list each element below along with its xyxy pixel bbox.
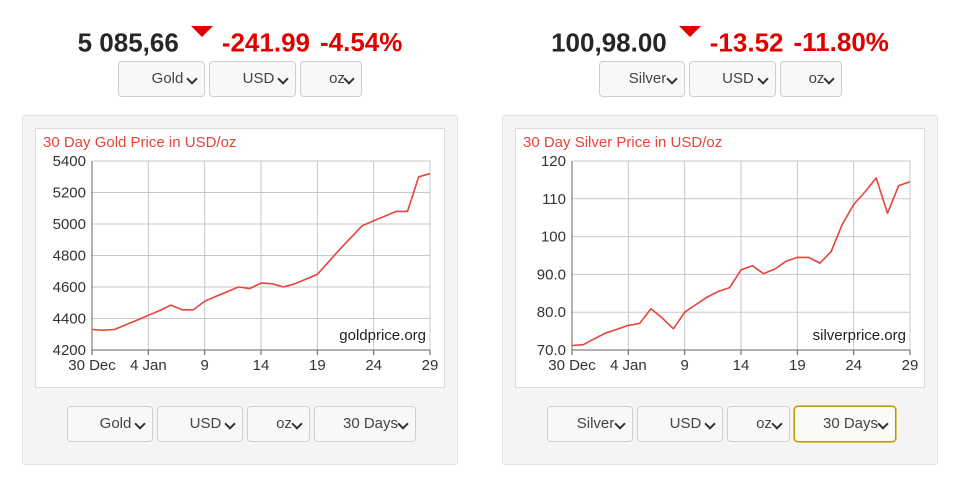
gold-chart: 5400 5200 5000 4800 4600 4400 4200 30 Dec 4 Jan 9… [35,128,445,388]
gold-price-row: 5 085,66 -241.99 -4.54% [22,26,458,60]
select-value: Gold [151,70,184,87]
select-value: USD [722,70,754,87]
x-tick-label: 30 Dec [68,357,116,374]
gold-chart-title: 30 Day Gold Price in USD/oz [43,134,237,151]
select-value: Silver [576,415,615,432]
chart-watermark: silverprice.org [813,327,906,344]
y-tick-label: 110 [542,191,566,208]
gold-unit-select[interactable]: oz [300,61,362,97]
x-tick-label: 9 [680,357,688,374]
chevron-down-icon [665,73,678,85]
silver-chart-plot: 120 110 100 90.0 80.0 70.030 Dec 4 Jan 9 14 19 24 2… [537,153,919,374]
silver-change: -13.52 [709,27,784,58]
chevron-down-icon [703,418,716,430]
gold-price: 5 085,66 [77,27,179,58]
y-tick-label: 100 [541,229,566,246]
x-tick-label: 29 [422,357,439,374]
silver-chart-unit-select[interactable]: oz [726,406,790,442]
price-series-line [91,172,431,331]
y-tick-label: 4800 [53,248,86,265]
silver-chart-metal-select[interactable]: Silver [546,406,633,442]
gold-top-selectors: Gold USD oz [22,61,458,97]
y-tick-label: 80.0 [537,304,566,321]
select-value: oz [329,70,345,87]
select-value: Silver [628,70,667,87]
chart-watermark: goldprice.org [339,327,426,344]
chevron-down-icon [343,73,355,85]
silver-unit-select[interactable]: oz [779,61,842,97]
select-value: oz [276,415,292,432]
x-tick-label: 29 [902,357,919,374]
silver-chart-panel: 120 110 100 90.0 80.0 70.0 30 Dec 4 Jan 9 14 19 24 2… [502,115,938,465]
select-value: USD [242,70,275,87]
y-tick-label: 5000 [53,216,86,233]
silver-chart-title: 30 Day Silver Price in USD/oz [523,134,723,151]
silver-top-selectors: Silver USD oz [502,61,938,97]
x-tick-label: 24 [845,357,862,374]
chevron-down-icon [770,418,783,430]
gold-chart-range-select[interactable]: 30 Days [313,406,416,442]
x-tick-label: 24 [365,357,382,374]
y-tick-label: 90.0 [537,266,566,283]
silver-price: 100,98.00 [551,27,667,58]
gold-chart-metal-select[interactable]: Gold [66,406,153,442]
select-value: USD [669,415,702,432]
gold-change: -241.99 [221,27,310,58]
x-tick-label: 4 Jan [610,357,647,374]
y-tick-label: 5400 [53,153,86,170]
chevron-down-icon [186,73,198,85]
y-tick-label: 4200 [53,342,86,359]
y-tick-label: 120 [541,153,566,170]
x-tick-label: 9 [200,357,208,374]
chevron-down-icon [277,73,289,85]
gold-bottom-selectors: Gold USD oz 30 Days [23,406,459,442]
select-value: 30 Days [342,415,399,432]
gold-chart-panel: 5400 5200 5000 4800 4600 4400 4200 30 Dec 4 Jan 9… [22,115,458,465]
chevron-down-icon [613,418,626,430]
gold-currency-select[interactable]: USD [209,61,296,97]
silver-chart-range-select[interactable]: 30 Days [793,406,896,442]
y-tick-label: 4400 [53,311,86,328]
silver-bottom-selectors: Silver USD oz 30 Days [503,406,939,442]
chevron-down-icon [223,418,236,430]
x-tick-label: 14 [733,357,750,374]
x-tick-label: 14 [253,357,270,374]
select-value: oz [756,415,772,432]
chevron-down-icon [876,418,889,430]
down-arrow-icon [190,26,213,37]
gold-change-percent: -4.54% [320,27,403,58]
y-tick-label: 70.0 [537,342,566,359]
chevron-down-icon [396,418,409,430]
price-series-line [571,177,911,347]
chevron-down-icon [133,418,146,430]
silver-price-row: 100,98.00 -13.52 -11.80% [502,26,938,60]
silver-metal-select[interactable]: Silver [598,61,685,97]
silver-currency-select[interactable]: USD [688,61,776,97]
gold-chart-unit-select[interactable]: oz [246,406,310,442]
gold-chart-currency-select[interactable]: USD [156,406,243,442]
x-tick-label: 4 Jan [130,357,167,374]
x-tick-label: 19 [789,357,806,374]
y-tick-label: 4600 [53,279,86,296]
select-value: 30 Days [822,415,879,432]
down-arrow-icon [678,26,701,37]
gold-metal-select[interactable]: Gold [118,61,205,97]
x-tick-label: 30 Dec [548,357,596,374]
silver-chart: 120 110 100 90.0 80.0 70.0 30 Dec 4 Jan 9 14 19 24 2… [515,128,925,388]
select-value: USD [189,415,222,432]
y-tick-label: 5200 [53,185,86,202]
silver-change-percent: -11.80% [793,27,889,58]
chevron-down-icon [822,73,835,85]
select-value: Gold [99,415,132,432]
x-tick-label: 19 [309,357,326,374]
select-value: oz [808,70,825,87]
silver-chart-currency-select[interactable]: USD [636,406,723,442]
chevron-down-icon [756,73,769,85]
chevron-down-icon [290,418,303,430]
